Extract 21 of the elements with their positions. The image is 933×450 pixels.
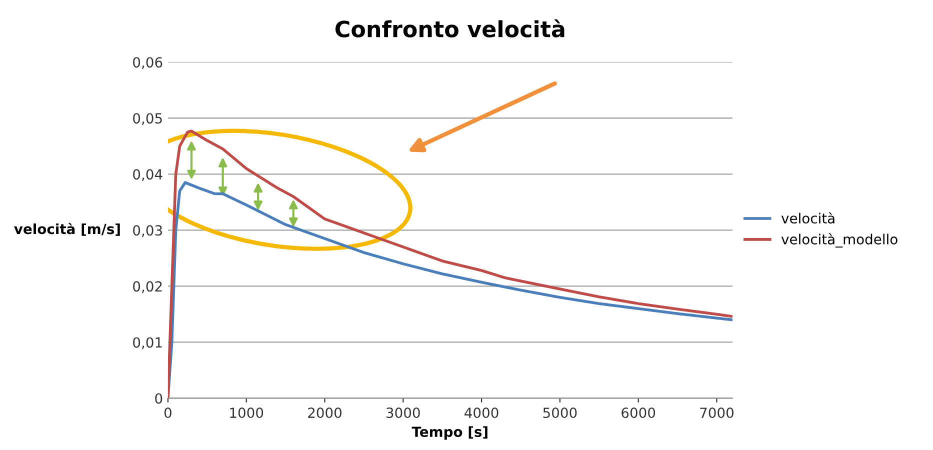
x-tick-label: 0 [164, 408, 172, 418]
y-tick-label: 0,04 [133, 169, 162, 182]
line-series [168, 130, 732, 398]
x-axis-title: Tempo [s] [412, 426, 488, 440]
y-axis-title: velocità [m/s] [14, 222, 120, 236]
legend-label: velocità [781, 212, 834, 224]
legend-label: velocità_modello [781, 233, 898, 248]
x-tick-label: 7000 [700, 408, 734, 418]
x-tick-label: 3000 [386, 408, 420, 418]
x-tick-label: 1000 [230, 408, 264, 418]
y-tick-label: 0,06 [133, 57, 162, 69]
x-tick-label: 6000 [622, 408, 656, 418]
x-tick-label: 4000 [464, 408, 498, 418]
y-tick-label: 0,02 [133, 281, 162, 294]
x-tick-label: 2000 [308, 408, 342, 418]
x-tick-label: 5000 [543, 408, 577, 418]
y-tick-label: 0,03 [133, 225, 162, 238]
y-tick-label: 0,01 [133, 337, 162, 350]
chart-title: Confronto velocità [335, 19, 564, 38]
y-tick-label: 0 [155, 393, 162, 404]
y-tick-label: 0,05 [133, 113, 162, 126]
